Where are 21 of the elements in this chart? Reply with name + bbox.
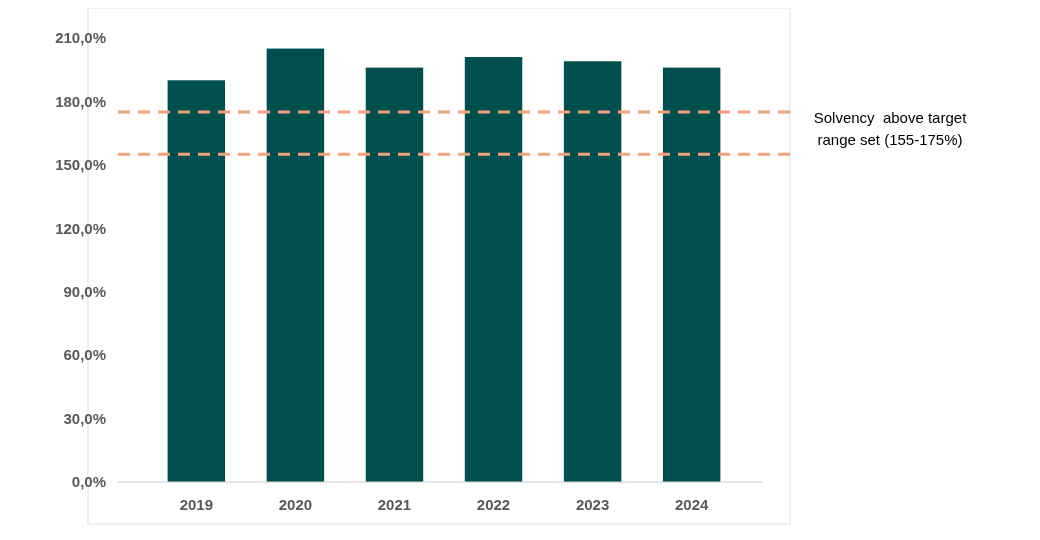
y-tick-label: 150,0% [55,156,106,174]
bar [365,67,424,482]
bar [266,48,325,482]
text: Solvency above target range set (155-175%) [813,109,968,149]
y-tick-label: 30,0% [63,409,106,427]
x-tick-label: 2021 [377,496,412,513]
bar [563,61,622,482]
x-tick-label: 2022 [476,496,511,513]
x-tick-label: 2019 [179,496,214,513]
x-tick-label: 2024 [674,496,709,513]
y-tick-label: 0,0% [71,473,106,491]
bar [167,80,226,482]
y-tick-label: 180,0% [55,92,106,110]
x-tick-label: 2020 [278,496,313,513]
y-tick-label: 60,0% [63,346,106,364]
y-tick-label: 120,0% [55,219,106,237]
bar [662,67,721,482]
y-tick-label: 90,0% [63,282,106,300]
y-tick-label: 210,0% [55,29,106,47]
x-tick-label: 2023 [575,496,610,513]
bar [464,57,523,482]
